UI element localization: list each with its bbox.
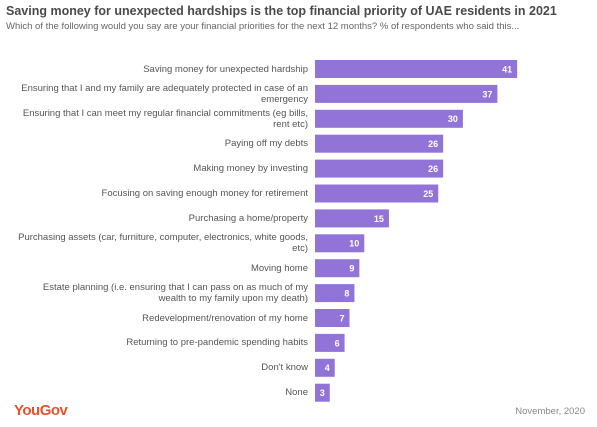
value-label: 6 (335, 338, 340, 348)
category-label: Purchasing assets (car, furniture, compu… (18, 232, 308, 255)
chart-subtitle: Which of the following would you say are… (6, 21, 520, 32)
value-label: 26 (428, 164, 438, 174)
bar (315, 184, 439, 203)
category-label: Making money by investing (193, 163, 308, 175)
bar (315, 333, 345, 352)
value-label: 30 (448, 114, 458, 124)
value-label: 15 (374, 214, 384, 224)
value-label: 3 (320, 388, 325, 398)
category-label: Ensuring that I can meet my regular fina… (22, 107, 308, 130)
value-label: 8 (344, 288, 349, 298)
bar (315, 209, 389, 228)
value-label: 7 (339, 313, 344, 323)
bar (315, 383, 330, 402)
value-label: 10 (349, 239, 359, 249)
bar (315, 284, 355, 303)
category-label: Redevelopment/renovation of my home (142, 312, 308, 324)
value-label: 37 (482, 89, 492, 99)
bar (315, 358, 335, 377)
category-label: Estate planning (i.e. ensuring that I ca… (42, 282, 308, 305)
bar (315, 60, 518, 78)
category-label: Don't know (261, 362, 308, 374)
bar (315, 309, 350, 327)
category-label: Ensuring that I and my family are adequa… (21, 82, 308, 105)
category-label: Saving money for unexpected hardship (143, 63, 308, 75)
value-label: 41 (502, 64, 512, 74)
value-label: 26 (428, 139, 438, 149)
category-label: Returning to pre-pandemic spending habit… (126, 337, 308, 349)
category-label: Moving home (250, 262, 308, 274)
logo: YouGov (14, 402, 68, 419)
bar (315, 234, 365, 253)
bar (315, 84, 498, 103)
category-label: Paying off my debts (224, 138, 308, 150)
value-label: 25 (423, 189, 433, 199)
bar (315, 159, 444, 178)
chart-title: Saving money for unexpected hardships is… (6, 4, 557, 18)
category-label: None (285, 387, 308, 399)
bar (315, 259, 360, 278)
category-label: Focusing on saving enough money for reti… (101, 188, 308, 199)
bar (315, 134, 444, 153)
value-label: 4 (325, 363, 330, 373)
date: November, 2020 (515, 406, 585, 417)
bar (315, 109, 463, 128)
category-label: Purchasing a home/property (188, 212, 308, 224)
value-label: 9 (349, 264, 354, 274)
